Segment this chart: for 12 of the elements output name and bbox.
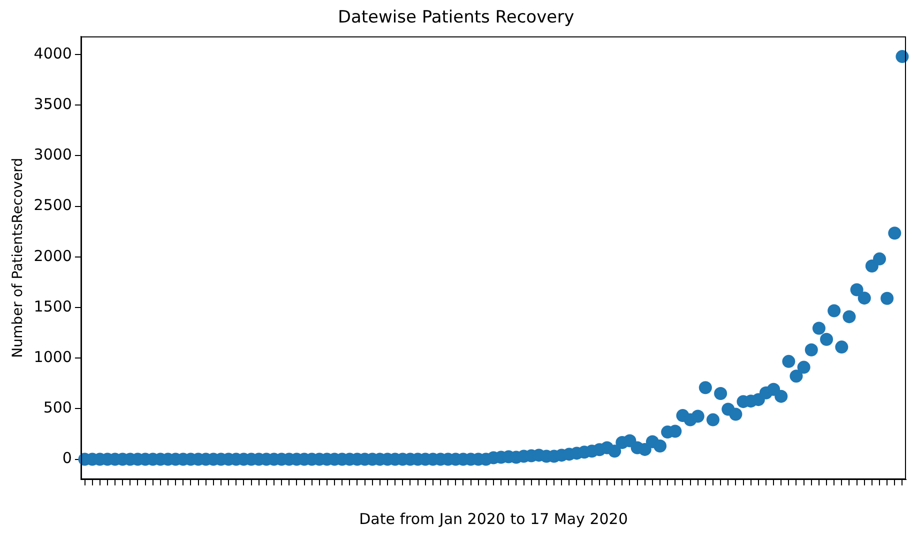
y-tick-label: 0 — [62, 449, 72, 468]
y-tick-label: 2500 — [34, 196, 72, 214]
y-tick-label: 3500 — [34, 94, 72, 113]
y-tick-label: 1000 — [34, 348, 72, 366]
x-axis-title: Date from Jan 2020 to 17 May 2020 — [359, 510, 628, 528]
y-tick-label: 2000 — [34, 246, 72, 265]
y-tick-label: 1500 — [34, 297, 72, 316]
chart-title: Datewise Patients Recovery — [338, 8, 574, 28]
y-tick-label: 4000 — [34, 44, 72, 62]
y-tick-label: 500 — [43, 398, 72, 417]
y-axis-title: Number of PatientsRecoverd — [10, 158, 26, 358]
y-tick-label: 3000 — [34, 146, 72, 164]
